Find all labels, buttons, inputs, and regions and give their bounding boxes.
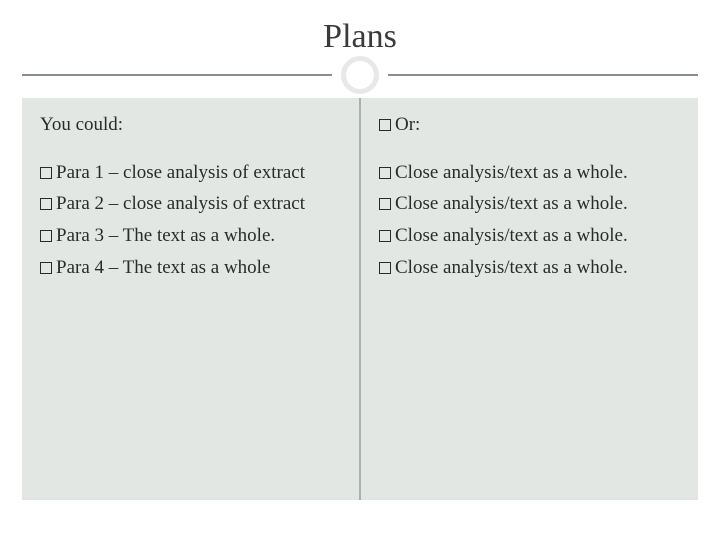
list-item: Close analysis/text as a whole. [379, 223, 680, 249]
list-item-text: Close analysis/text as a whole. [395, 257, 628, 278]
list-item-text: Para 1 – close analysis of extract [56, 162, 305, 183]
list-item-text: Para 3 – The text as a whole. [56, 225, 275, 246]
list-item: Para 2 – close analysis of extract [40, 191, 341, 217]
left-column: You could: Para 1 – close analysis of ex… [22, 98, 361, 500]
title-rule-right [388, 74, 698, 76]
bullet-square-icon [40, 262, 52, 274]
right-column: Or: Close analysis/text as a whole. Clos… [361, 98, 698, 500]
list-item: Close analysis/text as a whole. [379, 191, 680, 217]
bullet-square-icon [379, 198, 391, 210]
content-box: You could: Para 1 – close analysis of ex… [22, 98, 698, 500]
list-item-text: Close analysis/text as a whole. [395, 225, 628, 246]
list-item: Para 1 – close analysis of extract [40, 160, 341, 186]
right-heading: Or: [379, 112, 680, 138]
list-item-text: Close analysis/text as a whole. [395, 162, 628, 183]
bullet-square-icon [379, 167, 391, 179]
list-item: Para 4 – The text as a whole [40, 255, 341, 281]
left-heading: You could: [40, 112, 341, 138]
list-item-text: Close analysis/text as a whole. [395, 193, 628, 214]
list-item: Close analysis/text as a whole. [379, 255, 680, 281]
title-circle-icon [341, 56, 379, 94]
title-rule-left [22, 74, 332, 76]
title-region: Plans [0, 0, 720, 62]
bullet-square-icon [379, 230, 391, 242]
list-item-text: Para 2 – close analysis of extract [56, 193, 305, 214]
bullet-square-icon [40, 198, 52, 210]
right-heading-text: Or: [395, 114, 420, 135]
slide: Plans You could: Para 1 – close analysis… [0, 0, 720, 540]
slide-title: Plans [0, 18, 720, 56]
bullet-square-icon [379, 119, 391, 131]
bullet-square-icon [379, 262, 391, 274]
list-item-text: Para 4 – The text as a whole [56, 257, 270, 278]
bullet-square-icon [40, 167, 52, 179]
footer-strip [0, 512, 720, 540]
list-item: Para 3 – The text as a whole. [40, 223, 341, 249]
bullet-square-icon [40, 230, 52, 242]
list-item: Close analysis/text as a whole. [379, 160, 680, 186]
